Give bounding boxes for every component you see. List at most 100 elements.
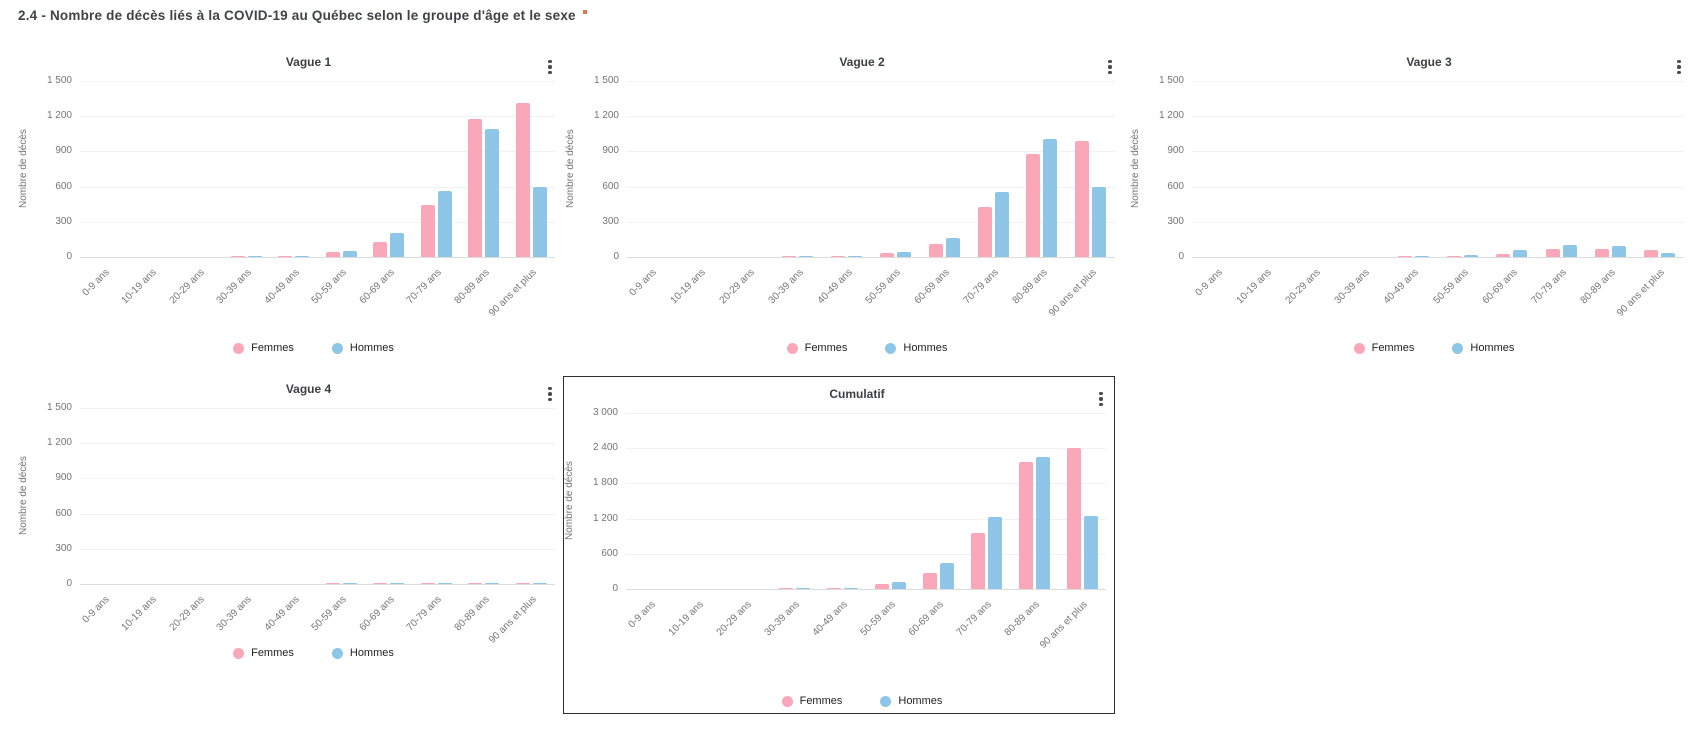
more-options-icon[interactable] [541, 382, 559, 406]
chart-vague-3: Vague 3 Nombre de décès 0 300 600 900 1 200 1… [1130, 45, 1692, 360]
x-tick-label: 70-79 ans [1529, 267, 1569, 307]
bar-hommes [247, 256, 262, 257]
legend-label-hommes: Hommes [349, 647, 394, 659]
kebab-dot [1099, 397, 1103, 401]
chart-legend: Femmes Hommes [74, 647, 553, 659]
bar-hommes [390, 232, 405, 257]
hommes-color-dot [331, 647, 343, 659]
bar-hommes [1092, 187, 1107, 257]
legend-item-hommes[interactable]: Hommes [331, 647, 394, 659]
x-tick-label: 90 ans et plus [487, 594, 540, 646]
legend-item-hommes[interactable]: Hommes [331, 342, 394, 354]
y-tick-label: 2 400 [592, 442, 618, 453]
bar-hommes [342, 250, 357, 257]
kebab-dot [548, 386, 552, 391]
x-tick-label: 50-59 ans [1431, 267, 1471, 307]
hommes-color-dot [885, 342, 897, 354]
chart-legend: Femmes Hommes [74, 342, 553, 354]
bar-femmes [325, 583, 340, 584]
x-tick-label: 70-79 ans [954, 599, 994, 639]
chart-title: Vague 4 [285, 382, 332, 396]
gridline [80, 257, 555, 258]
legend-label-femmes: Femmes [804, 342, 848, 354]
bar-femmes [1075, 141, 1090, 257]
gridline [627, 222, 1115, 223]
x-tick-label: 40-49 ans [810, 599, 850, 639]
y-tick-label: 600 [55, 181, 72, 192]
gridline [626, 413, 1106, 414]
gridline [80, 116, 555, 117]
bar-hommes [945, 237, 960, 257]
legend-item-hommes[interactable]: Hommes [885, 342, 947, 354]
gridline [1192, 187, 1684, 188]
legend-item-femmes[interactable]: Femmes [781, 695, 842, 707]
bar-hommes [1083, 516, 1098, 589]
gridline [80, 514, 555, 515]
more-options-icon[interactable] [1092, 387, 1110, 411]
more-options-icon[interactable] [541, 55, 559, 79]
bar-hommes [485, 128, 500, 257]
legend-item-hommes[interactable]: Hommes [1452, 342, 1514, 354]
y-tick-label: 600 [1167, 181, 1184, 192]
kebab-dot [1677, 65, 1681, 69]
gridline [1192, 257, 1684, 258]
bar-hommes [295, 255, 310, 257]
bar-femmes [325, 252, 340, 257]
bar-hommes [891, 581, 906, 589]
bar-femmes [778, 588, 793, 589]
kebab-dot [1677, 70, 1681, 75]
x-tick-label: 40-49 ans [1381, 267, 1422, 307]
gridline [1192, 222, 1684, 223]
x-tick-label: 60-69 ans [357, 594, 397, 634]
bar-femmes [1026, 154, 1041, 257]
gridline [80, 81, 555, 82]
y-tick-label: 3 000 [592, 407, 618, 418]
y-tick-label: 900 [602, 145, 619, 156]
bar-hommes [1414, 256, 1429, 257]
bar-femmes [420, 205, 435, 257]
x-tick-label: 20-29 ans [714, 599, 754, 639]
hommes-color-dot [331, 342, 343, 354]
legend-item-femmes[interactable]: Femmes [786, 342, 848, 354]
y-axis-label: Nombre de décès [565, 129, 576, 209]
y-tick-label: 1 500 [46, 402, 72, 413]
bar-hommes [848, 255, 863, 257]
gridline [80, 187, 555, 188]
legend-item-femmes[interactable]: Femmes [1353, 342, 1414, 354]
legend-item-hommes[interactable]: Hommes [880, 695, 942, 707]
legend-item-femmes[interactable]: Femmes [233, 647, 294, 659]
legend-item-femmes[interactable]: Femmes [233, 342, 294, 354]
y-tick-label: 1 500 [46, 75, 72, 86]
bar-femmes [928, 244, 943, 257]
kebab-dot [548, 397, 552, 402]
x-tick-label: 70-79 ans [404, 594, 445, 634]
bar-femmes [922, 573, 937, 589]
bar-hommes [1660, 252, 1675, 257]
x-tick-label: 30-39 ans [1332, 267, 1372, 307]
bar-femmes [1397, 256, 1412, 257]
kebab-dot [548, 59, 552, 64]
y-axis-label: Nombre de décès [18, 129, 29, 209]
kebab-dot [548, 392, 552, 396]
hommes-color-dot [880, 695, 892, 707]
y-tick-label: 300 [1167, 216, 1184, 227]
x-tick-label: 80-89 ans [452, 594, 492, 634]
femmes-color-dot [786, 342, 798, 354]
bar-femmes [1594, 249, 1609, 257]
more-options-icon[interactable] [1670, 55, 1688, 79]
y-tick-label: 300 [55, 216, 72, 227]
x-tick-label: 80-89 ans [1578, 267, 1618, 307]
bar-hommes [342, 583, 357, 584]
gridline [627, 81, 1115, 82]
gridline [1192, 81, 1684, 82]
gridline [626, 554, 1106, 555]
kebab-dot [1108, 59, 1112, 64]
y-tick-label: 1 200 [592, 513, 618, 524]
plot-area: 0 300 600 900 1 200 1 500 0-9 ans 10-19 ans 20-2… [1159, 75, 1684, 319]
bar-femmes [1545, 248, 1560, 257]
bar-femmes [970, 533, 985, 589]
bar-femmes [1643, 249, 1658, 257]
gridline [1192, 116, 1684, 117]
x-tick-label: 80-89 ans [1010, 267, 1050, 307]
more-options-icon[interactable] [1101, 55, 1119, 79]
